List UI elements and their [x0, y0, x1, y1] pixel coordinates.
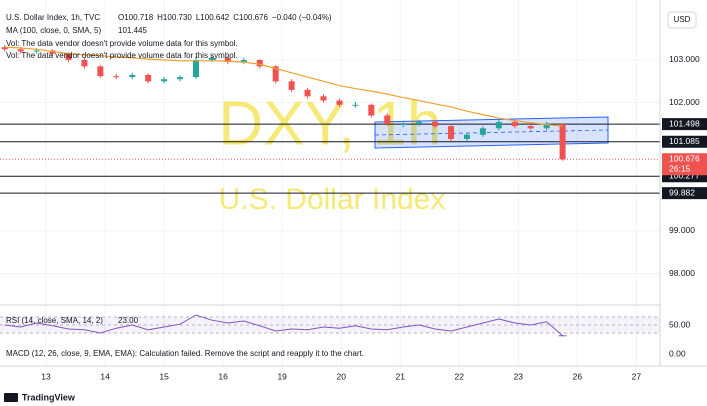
level-label: 101.085: [669, 136, 700, 146]
ohlc-value: O100.718: [118, 13, 154, 22]
candle-body: [145, 74, 152, 82]
candle-body: [224, 57, 231, 63]
vol-legend: Vol: The data vendor doesn't provide vol…: [6, 51, 238, 60]
y-tick-label: 102.000: [669, 97, 700, 107]
watermark-name: U.S. Dollar Index: [219, 183, 446, 216]
candle-body: [240, 59, 247, 63]
candle-body: [527, 126, 534, 129]
rsi-line: [4, 314, 563, 337]
rsi-legend-value: 23.00: [118, 316, 139, 325]
level-tag: [662, 187, 707, 200]
level-label: 101.498: [669, 118, 700, 128]
candle-body: [400, 124, 407, 126]
plot: [0, 45, 660, 337]
ohlc-value: L100.642: [196, 13, 230, 22]
candle-body: [416, 121, 423, 125]
level-tag: [662, 118, 707, 131]
countdown: 26:15: [669, 163, 691, 173]
candle-body: [1, 47, 8, 50]
x-tick-label: 15: [159, 371, 169, 381]
candle-body: [336, 100, 343, 105]
candle-body: [463, 134, 470, 139]
rsi-tick-label: 50.00: [669, 319, 691, 329]
vol-legend: Vol: The data vendor doesn't provide vol…: [6, 39, 238, 48]
x-tick-label: 21: [396, 371, 406, 381]
ma-legend-value: 101.445: [118, 26, 147, 35]
candle-body: [432, 121, 439, 127]
candle-body: [49, 50, 56, 54]
candle-body: [17, 49, 24, 52]
macd-tick-label: 0.00: [669, 348, 686, 358]
candle-body: [352, 104, 359, 106]
candle-body: [304, 89, 311, 97]
candle-body: [320, 96, 327, 101]
x-tick-label: 16: [218, 371, 228, 381]
candle-body: [511, 121, 518, 127]
channel: [374, 116, 609, 149]
x-tick-label: 23: [514, 371, 524, 381]
candle-body: [288, 81, 295, 90]
candle-body: [543, 124, 550, 129]
x-tick-label: 13: [41, 371, 51, 381]
candle-body: [559, 124, 566, 160]
candle-body: [384, 115, 391, 125]
symbol: U.S. Dollar Index, 1h, TVC: [6, 13, 100, 22]
candle-body: [272, 66, 279, 82]
candle-body: [448, 126, 455, 139]
footer-logo: TradingView: [22, 392, 76, 402]
level-label: 100.277: [669, 171, 700, 181]
ma-line: [4, 46, 563, 127]
currency[interactable]: USD: [674, 15, 691, 24]
candle-body: [97, 66, 104, 77]
candle-body: [81, 59, 88, 67]
level-label: 99.882: [669, 187, 695, 197]
ma-legend: MA (100, close, 0, SMA, 5): [6, 26, 101, 35]
x-tick-label: 27: [632, 371, 642, 381]
y-tick-label: 99.000: [669, 225, 695, 235]
level-tag: [662, 135, 707, 148]
candle-body: [208, 57, 215, 60]
candle-body: [192, 59, 199, 78]
currency-box[interactable]: [667, 11, 697, 29]
ohlc-value: H100.730: [157, 13, 192, 22]
y-tick-label: 103.000: [669, 54, 700, 64]
candle-body: [479, 128, 486, 135]
ohlc-value: −0.040 (−0.04%): [272, 13, 332, 22]
last-price-label: 100.676: [669, 153, 700, 163]
x-tick-label: 14: [100, 371, 110, 381]
candle-body: [177, 77, 184, 80]
ohlc-value: C100.676: [233, 13, 268, 22]
rsi-legend: RSI (14, close, SMA, 14, 2): [6, 316, 103, 325]
candle-body: [256, 59, 263, 67]
candle-body: [113, 76, 120, 78]
x-tick-label: 20: [336, 371, 346, 381]
y-tick-label: 98.000: [669, 268, 695, 278]
x-tick-label: 22: [455, 371, 465, 381]
candle-body: [495, 121, 502, 129]
candle-body: [33, 50, 40, 52]
candle-body: [368, 104, 375, 116]
candle-body: [129, 74, 136, 78]
x-tick-label: 19: [277, 371, 287, 381]
logo-icon: [4, 393, 18, 402]
last-price-tag: [662, 153, 707, 176]
channel-mid: [374, 129, 609, 136]
candle-body: [161, 79, 168, 82]
candle-body: [65, 53, 72, 60]
x-tick-label: 26: [573, 371, 583, 381]
macd-legend: MACD (12, 26, close, 9, EMA, EMA): Calcu…: [6, 349, 364, 358]
